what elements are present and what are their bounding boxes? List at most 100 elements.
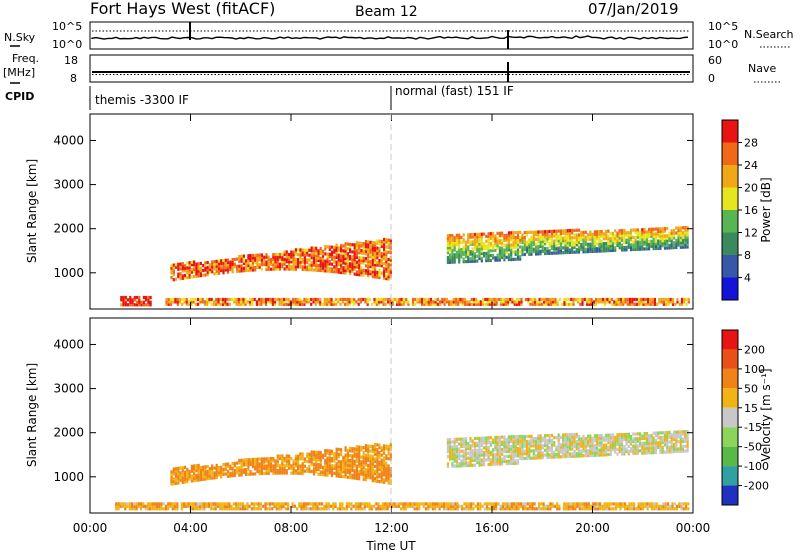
- echo-cell: [184, 480, 187, 484]
- echo-cell: [600, 249, 603, 253]
- echo-cell: [450, 300, 453, 304]
- echo-cell: [353, 447, 356, 451]
- echo-cell: [528, 252, 531, 256]
- echo-cell: [504, 504, 507, 508]
- echo-cell: [121, 504, 125, 508]
- echo-cell: [193, 260, 196, 264]
- echo-cell: [312, 253, 316, 257]
- echo-cell: [335, 454, 338, 459]
- echo-cell: [364, 453, 368, 457]
- echo-cell: [173, 507, 177, 511]
- echo-cell: [480, 235, 483, 239]
- echo-cell: [368, 504, 371, 508]
- echo-cell: [353, 452, 356, 456]
- echo-cell: [587, 242, 590, 246]
- echo-cell: [185, 297, 188, 302]
- echo-cell: [299, 248, 302, 252]
- echo-cell: [514, 257, 517, 261]
- echo-cell: [665, 300, 668, 304]
- echo-cell: [312, 470, 316, 474]
- echo-cell: [300, 504, 303, 508]
- echo-cell: [566, 450, 569, 454]
- echo-cell: [186, 475, 189, 479]
- echo-cell: [446, 246, 449, 250]
- echo-cell: [346, 463, 349, 467]
- echo-cell: [283, 260, 286, 264]
- echo-cell: [353, 454, 356, 458]
- echo-cell: [290, 267, 293, 271]
- echo-cell: [136, 300, 139, 304]
- echo-cell: [593, 244, 596, 248]
- echo-cell: [319, 300, 322, 304]
- echo-cell: [263, 464, 266, 468]
- echo-cell: [547, 504, 550, 508]
- echo-cell: [126, 303, 130, 307]
- echo-cell: [505, 450, 508, 454]
- echo-cell: [600, 242, 603, 246]
- echo-cell: [367, 259, 370, 263]
- echo-cell: [240, 463, 243, 467]
- echo-cell: [285, 302, 288, 306]
- echo-cell: [181, 478, 184, 482]
- echo-cell: [319, 268, 322, 273]
- echo-cell: [476, 507, 480, 511]
- echo-cell: [684, 231, 687, 235]
- echo-cell: [473, 232, 477, 237]
- echo-cell: [512, 257, 515, 261]
- echo-cell: [609, 448, 612, 452]
- echo-cell: [600, 433, 603, 438]
- echo-cell: [675, 437, 678, 441]
- echo-cell: [249, 256, 252, 260]
- echo-cell: [562, 251, 565, 255]
- echo-cell: [285, 252, 288, 257]
- echo-cell: [494, 435, 497, 440]
- echo-cell: [677, 449, 680, 453]
- echo-cell: [285, 255, 288, 259]
- echo-cell: [367, 252, 370, 256]
- echo-cell: [546, 249, 549, 253]
- echo-cell: [638, 297, 641, 302]
- echo-cell: [602, 438, 605, 442]
- echo-cell: [197, 271, 200, 276]
- echo-cell: [590, 504, 593, 508]
- echo-cell: [337, 447, 340, 452]
- echo-cell: [559, 229, 562, 233]
- echo-cell: [364, 461, 368, 465]
- echo-cell: [528, 507, 532, 511]
- echo-cell: [522, 502, 525, 506]
- echo-cell: [663, 229, 667, 233]
- echo-cell: [360, 460, 363, 464]
- echo-cell: [583, 504, 586, 508]
- echo-cell: [180, 507, 183, 511]
- echo-cell: [231, 262, 234, 266]
- echo-cell: [332, 302, 335, 306]
- echo-cell: [510, 257, 513, 262]
- echo-cell: [226, 297, 229, 302]
- echo-cell: [453, 459, 456, 463]
- echo-cell: [525, 233, 529, 237]
- echo-cell: [315, 254, 318, 258]
- echo-cell: [654, 448, 657, 452]
- echo-cell: [126, 298, 130, 302]
- echo-cell: [681, 439, 685, 444]
- echo-cell: [264, 302, 268, 306]
- echo-cell: [349, 264, 352, 268]
- echo-cell: [290, 250, 293, 254]
- echo-cell: [610, 297, 613, 302]
- echo-cell: [626, 297, 629, 302]
- echo-cell: [487, 244, 490, 248]
- echo-cell: [425, 302, 428, 306]
- echo-cell: [555, 232, 558, 236]
- echo-cell: [188, 302, 191, 306]
- echo-cell: [595, 297, 598, 302]
- echo-cell: [463, 297, 467, 302]
- echo-cell: [135, 502, 138, 506]
- echo-cell: [384, 297, 387, 302]
- echo-cell: [303, 258, 306, 262]
- echo-cell: [326, 451, 329, 455]
- echo-cell: [566, 233, 569, 238]
- echo-cell: [580, 238, 583, 242]
- echo-cell: [290, 260, 293, 264]
- echo-cell: [546, 443, 549, 447]
- echo-cell: [544, 239, 547, 243]
